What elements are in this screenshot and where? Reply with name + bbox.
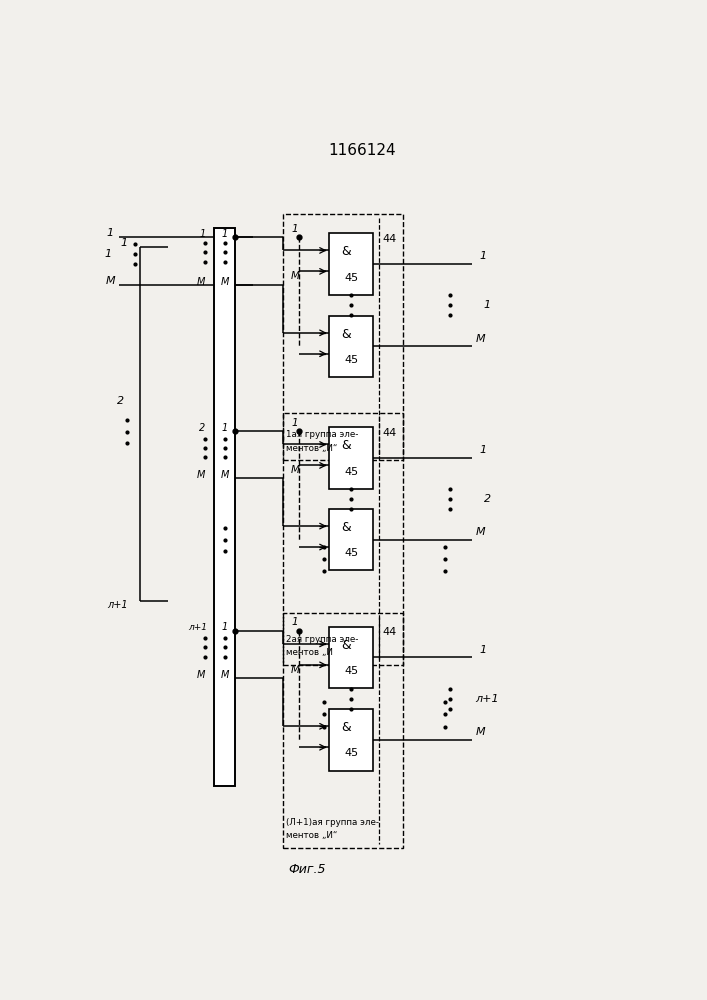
Bar [329,627,373,688]
Text: 2: 2 [117,396,124,406]
Text: 1: 1 [222,229,228,239]
Bar [329,509,373,570]
Bar [329,316,373,377]
Text: 45: 45 [344,273,358,283]
Text: 1: 1 [120,238,127,248]
Text: л+1: л+1 [107,600,128,610]
Bar [283,413,404,665]
Text: 44: 44 [382,234,397,244]
Text: (Л+1)ая группа эле-: (Л+1)ая группа эле- [286,818,379,827]
Text: M: M [197,670,205,680]
Text: 44: 44 [382,428,397,438]
Text: M: M [105,276,115,286]
Text: ментов „И“: ментов „И“ [286,831,337,840]
Text: M: M [475,334,485,344]
Text: 45: 45 [344,548,358,558]
Text: 45: 45 [344,748,358,758]
Text: 1: 1 [479,445,486,455]
Text: &: & [341,721,351,734]
Text: 1: 1 [222,622,228,632]
Text: л+1: л+1 [189,623,207,632]
Bar [329,427,373,489]
Text: ментов „И“: ментов „И“ [286,444,337,453]
Text: 1166124: 1166124 [329,143,396,158]
Bar [214,228,235,786]
Text: 1: 1 [107,228,114,238]
Text: 1: 1 [479,251,486,261]
Text: 1: 1 [479,645,486,655]
Text: 1: 1 [222,423,228,433]
Text: 45: 45 [344,355,358,365]
Text: 1: 1 [291,418,298,428]
Text: M: M [221,470,229,480]
Text: M: M [221,277,229,287]
Text: 45: 45 [344,467,358,477]
Text: ментов „И: ментов „И [286,648,332,657]
Text: 1: 1 [291,224,298,234]
Text: M: M [291,665,300,675]
Text: 44: 44 [382,627,397,637]
Text: 1: 1 [484,300,491,310]
Text: M: M [291,271,300,281]
Text: 2ая группа эле-: 2ая группа эле- [286,635,358,644]
Text: M: M [197,277,205,287]
Text: Фиг.5: Фиг.5 [288,863,327,876]
Text: M: M [221,670,229,680]
Bar [329,709,373,771]
Text: л+1: л+1 [475,694,499,704]
Text: 45: 45 [344,666,358,676]
Bar [329,233,373,295]
Text: 1: 1 [104,249,111,259]
Bar [283,613,404,848]
Text: &: & [341,521,351,534]
Bar [283,214,404,460]
Text: &: & [341,245,351,258]
Text: M: M [197,470,205,480]
Text: 2: 2 [484,494,491,504]
Text: &: & [341,328,351,341]
Text: 1: 1 [199,229,206,239]
Text: M: M [475,527,485,537]
Text: M: M [475,727,485,737]
Text: &: & [341,439,351,452]
Text: &: & [341,639,351,652]
Text: 2: 2 [199,423,206,433]
Text: 1: 1 [291,617,298,627]
Text: M: M [291,465,300,475]
Text: 1ая группа эле-: 1ая группа эле- [286,430,358,439]
